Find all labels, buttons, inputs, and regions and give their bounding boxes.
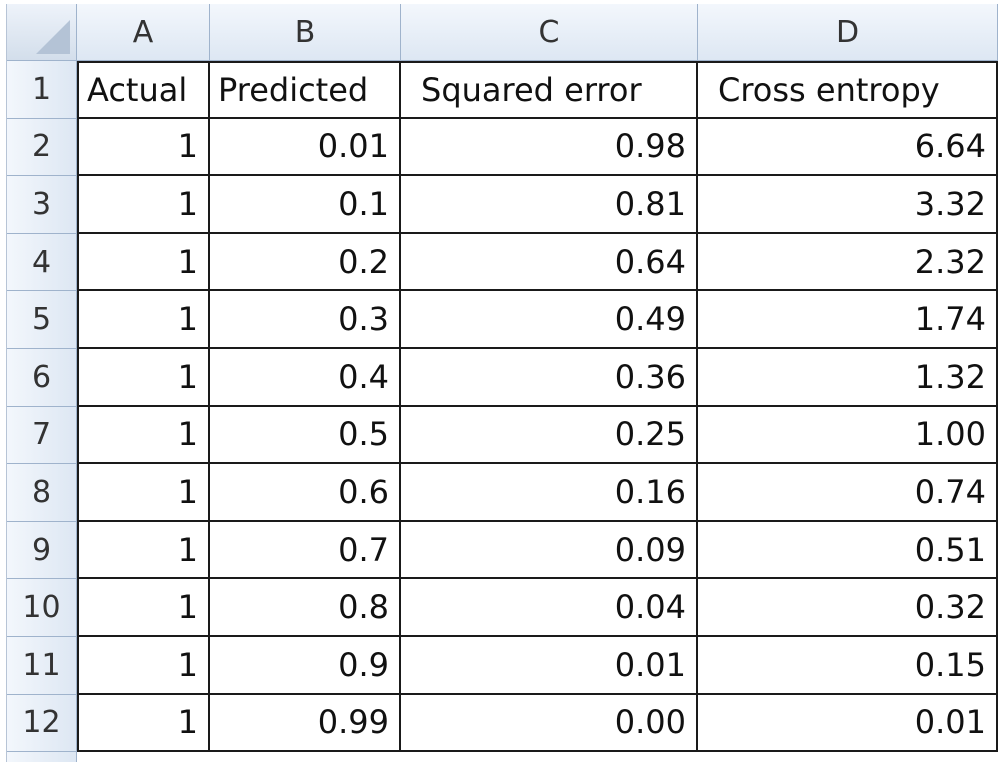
cell-a9[interactable]: 1: [77, 521, 210, 580]
cell-d6[interactable]: 1.32: [698, 348, 998, 407]
row-header-9[interactable]: 9: [7, 521, 77, 580]
row-header-11[interactable]: 11: [7, 636, 77, 695]
select-all-corner[interactable]: [7, 4, 77, 61]
cell-b1-predicted-header[interactable]: Predicted: [210, 61, 401, 119]
cell-c12[interactable]: 0.00: [401, 694, 698, 753]
cell-a10[interactable]: 1: [77, 579, 210, 637]
cell-b7[interactable]: 0.5: [210, 406, 401, 465]
cell-c3[interactable]: 0.81: [401, 176, 698, 234]
column-header-c[interactable]: C: [401, 4, 698, 61]
cell-d5[interactable]: 1.74: [698, 291, 998, 349]
cell-a2[interactable]: 1: [77, 118, 210, 177]
column-header-d[interactable]: D: [698, 4, 998, 61]
cell-d10[interactable]: 0.32: [698, 579, 998, 637]
cell-a5[interactable]: 1: [77, 291, 210, 349]
row-header-3[interactable]: 3: [7, 176, 77, 234]
cell-c9[interactable]: 0.09: [401, 521, 698, 580]
cell-d3[interactable]: 3.32: [698, 176, 998, 234]
row-header-2[interactable]: 2: [7, 118, 77, 177]
cell-b12[interactable]: 0.99: [210, 694, 401, 753]
cell-b4[interactable]: 0.2: [210, 233, 401, 292]
cell-d7[interactable]: 1.00: [698, 406, 998, 465]
cell-b8[interactable]: 0.6: [210, 464, 401, 522]
cell-a3[interactable]: 1: [77, 176, 210, 234]
cell-c6[interactable]: 0.36: [401, 348, 698, 407]
row-header-7[interactable]: 7: [7, 406, 77, 465]
cell-a6[interactable]: 1: [77, 348, 210, 407]
cell-c1-squared-error-header[interactable]: Squared error: [401, 61, 698, 119]
cell-b11[interactable]: 0.9: [210, 636, 401, 695]
cell-a11[interactable]: 1: [77, 636, 210, 695]
cell-c8[interactable]: 0.16: [401, 464, 698, 522]
cell-b10[interactable]: 0.8: [210, 579, 401, 637]
row-header-4[interactable]: 4: [7, 233, 77, 292]
column-header-a[interactable]: A: [77, 4, 210, 61]
empty-cell-partial: [401, 752, 698, 762]
cell-a12[interactable]: 1: [77, 694, 210, 753]
cell-d12[interactable]: 0.01: [698, 694, 998, 753]
cell-a4[interactable]: 1: [77, 233, 210, 292]
cell-a7[interactable]: 1: [77, 406, 210, 465]
row-header-6[interactable]: 6: [7, 348, 77, 407]
cell-c4[interactable]: 0.64: [401, 233, 698, 292]
row-header-5[interactable]: 5: [7, 291, 77, 349]
cell-b9[interactable]: 0.7: [210, 521, 401, 580]
empty-cell-partial: [210, 752, 401, 762]
cell-c5[interactable]: 0.49: [401, 291, 698, 349]
empty-cell-partial: [77, 752, 210, 762]
empty-cell-partial: [698, 752, 998, 762]
cell-b3[interactable]: 0.1: [210, 176, 401, 234]
row-header-1[interactable]: 1: [7, 61, 77, 119]
row-header-10[interactable]: 10: [7, 579, 77, 637]
cell-b2[interactable]: 0.01: [210, 118, 401, 177]
row-header-13-partial: [7, 752, 77, 762]
cell-c11[interactable]: 0.01: [401, 636, 698, 695]
cell-c7[interactable]: 0.25: [401, 406, 698, 465]
cell-a1-actual-header[interactable]: Actual: [77, 61, 210, 119]
cell-d9[interactable]: 0.51: [698, 521, 998, 580]
cell-c2[interactable]: 0.98: [401, 118, 698, 177]
cell-d2[interactable]: 6.64: [698, 118, 998, 177]
cell-a8[interactable]: 1: [77, 464, 210, 522]
cell-d1-cross-entropy-header[interactable]: Cross entropy: [698, 61, 998, 119]
cell-d4[interactable]: 2.32: [698, 233, 998, 292]
cell-b6[interactable]: 0.4: [210, 348, 401, 407]
cell-c10[interactable]: 0.04: [401, 579, 698, 637]
cell-d8[interactable]: 0.74: [698, 464, 998, 522]
row-header-8[interactable]: 8: [7, 464, 77, 522]
cell-d11[interactable]: 0.15: [698, 636, 998, 695]
column-header-b[interactable]: B: [210, 4, 401, 61]
row-header-12[interactable]: 12: [7, 694, 77, 753]
cell-b5[interactable]: 0.3: [210, 291, 401, 349]
select-all-icon: [36, 20, 70, 54]
spreadsheet-grid: A B C D 1 Actual Predicted Squared error…: [6, 4, 998, 762]
